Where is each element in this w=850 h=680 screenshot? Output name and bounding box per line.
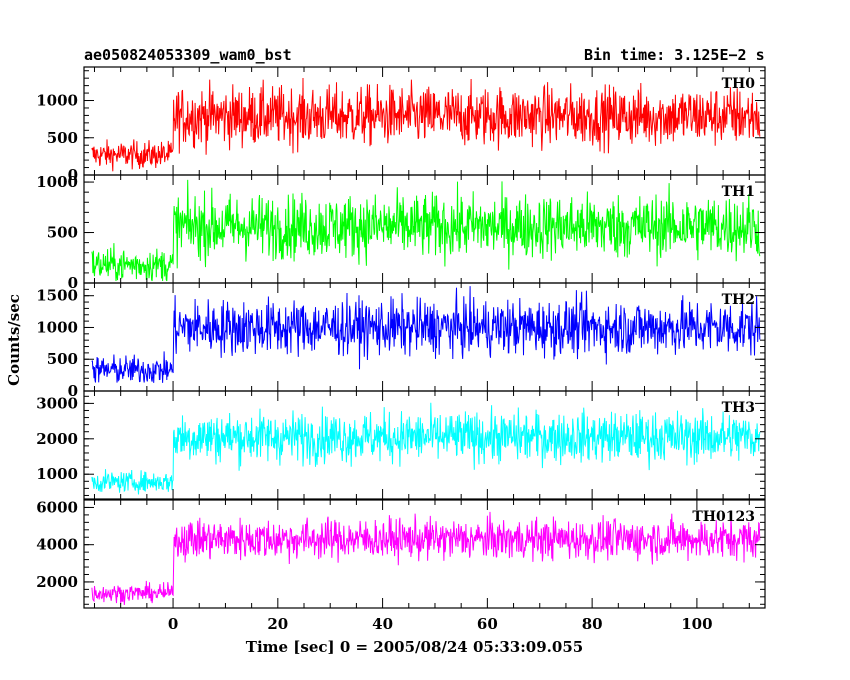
series-label-th3: TH3 [722,400,755,416]
series-label-th0: TH0 [722,76,756,92]
bin-time-label: Bin time: 3.125E−2 s [584,46,765,64]
series-line-th3 [91,402,761,495]
y-tick-label: 1500 [36,287,78,305]
series-line-th2 [91,286,761,383]
x-tick-label: 20 [267,615,288,633]
series-label-th0123: TH0123 [692,509,755,525]
series-line-th1 [91,179,761,282]
x-tick-label: 100 [681,615,712,633]
y-tick-label: 0 [68,274,78,292]
y-tick-label: 500 [47,350,78,368]
y-tick-label: 2000 [36,430,78,448]
y-axis-label: Counts/sec [5,294,23,386]
series-label-th2: TH2 [722,292,755,308]
panel-frame-th0123 [83,499,766,609]
series-line-th0 [91,77,761,172]
series-label-th1: TH1 [722,184,755,200]
y-tick-label: 2000 [36,573,78,591]
chart-title: ae050824053309_wam0_bst [84,46,292,64]
y-tick-label: 1000 [36,318,78,336]
y-tick-label: 500 [47,224,78,242]
x-tick-label: 60 [477,615,498,633]
y-tick-label: 4000 [36,536,78,554]
y-tick-label: 0 [68,166,78,184]
y-tick-label: 500 [47,129,78,147]
x-axis-label: Time [sec] 0 = 2005/08/24 05:33:09.055 [246,638,583,656]
panel-frame-th3 [83,390,766,500]
y-tick-label: 1000 [36,92,78,110]
y-tick-label: 1000 [36,465,78,483]
y-tick-label: 1000 [36,173,78,191]
y-tick-label: 6000 [36,498,78,516]
y-tick-label: 3000 [36,394,78,412]
x-tick-label: 0 [168,615,178,633]
x-tick-label: 40 [372,615,393,633]
y-tick-label: 0 [68,382,78,400]
x-tick-label: 80 [582,615,603,633]
series-line-th0123 [91,511,761,606]
